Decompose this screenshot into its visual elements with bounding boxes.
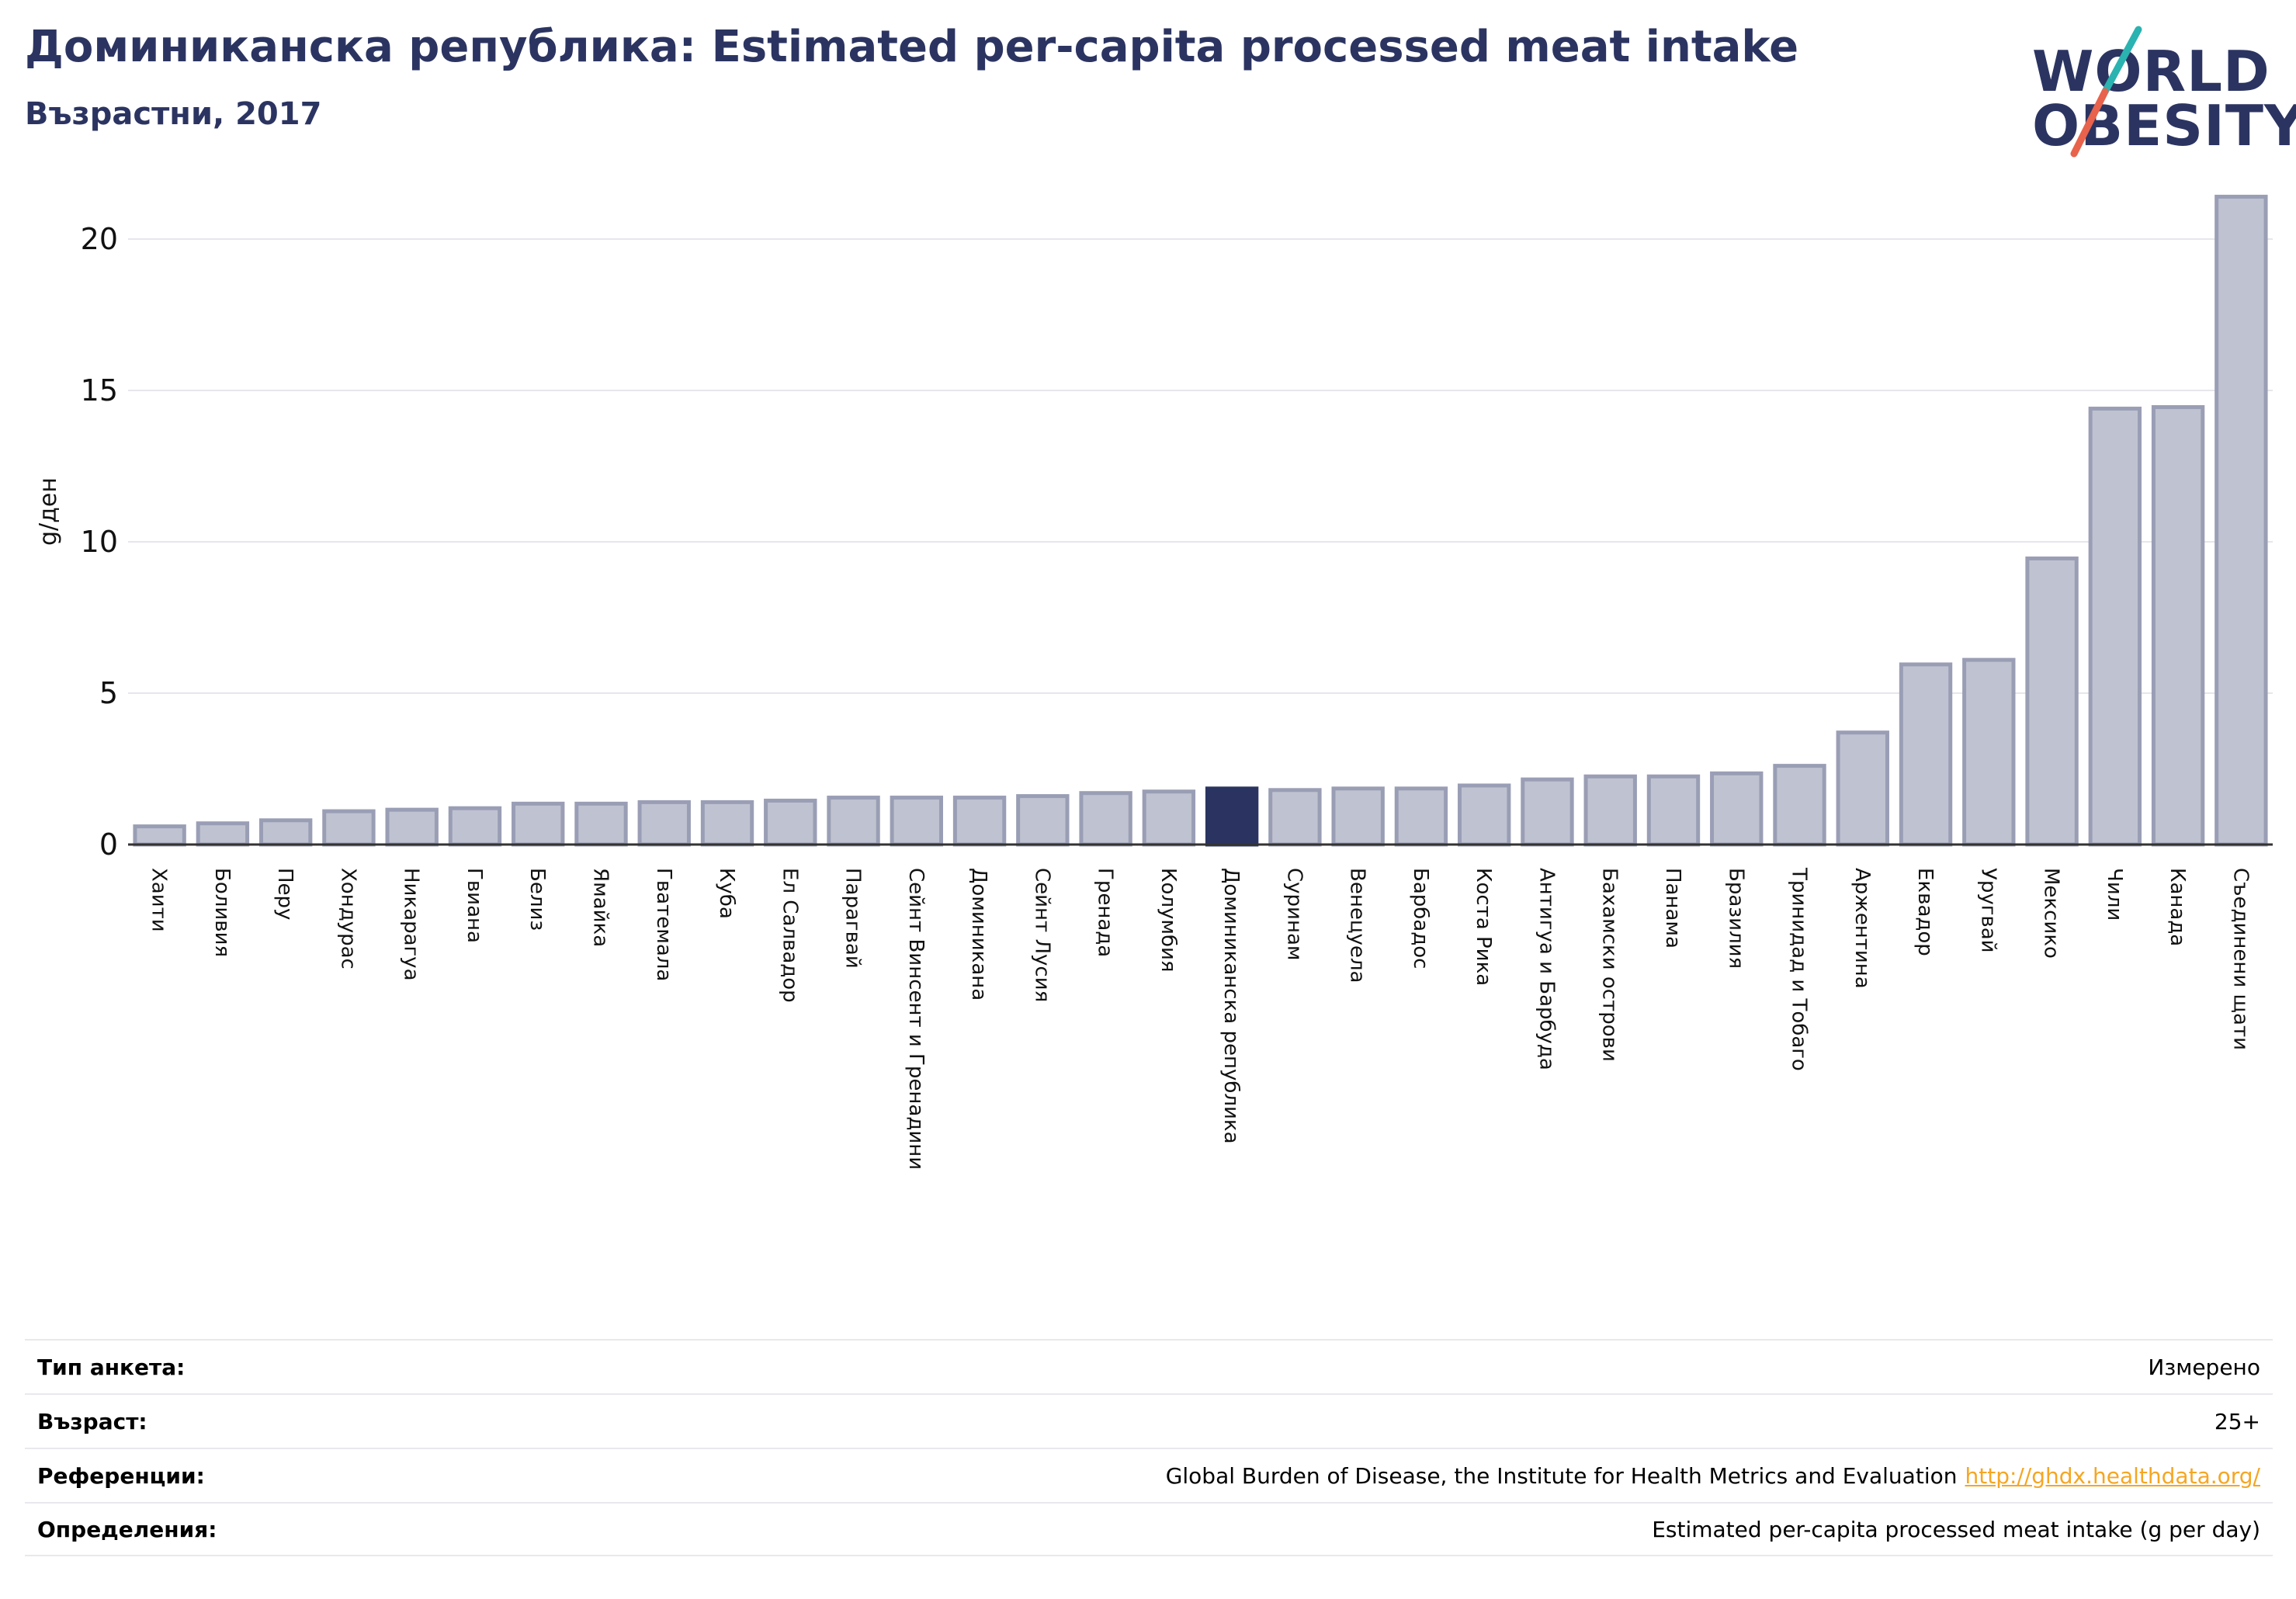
bar xyxy=(1457,783,1511,847)
bar xyxy=(196,821,250,847)
x-tick-label: Сейнт Лусия xyxy=(1030,868,1053,1002)
meta-key: Тип анкета: xyxy=(37,1354,186,1380)
bar xyxy=(1521,777,1574,847)
x-tick-label: Доминиканска република xyxy=(1219,868,1243,1144)
bar xyxy=(448,806,502,847)
bar xyxy=(952,796,1007,847)
x-tick-label: Панама xyxy=(1661,868,1684,949)
bar xyxy=(1836,730,1889,847)
x-tick-label: Чили xyxy=(2103,868,2126,921)
bar xyxy=(2214,194,2268,847)
x-tick-label: Ел Салвадор xyxy=(778,868,801,1003)
x-tick-label: Гренада xyxy=(1094,868,1117,957)
y-tick-label: 5 xyxy=(99,676,118,710)
reference-link[interactable]: http://ghdx.healthdata.org/ xyxy=(1965,1462,2260,1489)
x-tick-label: Венецуела xyxy=(1346,868,1369,983)
bar xyxy=(890,796,944,847)
bar xyxy=(322,809,376,847)
y-tick-label: 15 xyxy=(81,373,118,408)
bar xyxy=(2088,406,2142,847)
bar xyxy=(2025,556,2079,847)
x-tick-label: Уругвай xyxy=(1976,868,1999,953)
y-axis-label: g/ден xyxy=(35,477,62,546)
x-tick-label: Перу xyxy=(273,868,297,920)
meta-value: Global Burden of Disease, the Institute … xyxy=(1166,1463,2260,1489)
x-tick-label: Хаити xyxy=(147,868,171,932)
x-tick-label: Куба xyxy=(715,868,738,919)
bar xyxy=(764,798,817,847)
bar xyxy=(1142,789,1196,847)
x-tick-label: Суринам xyxy=(1282,868,1306,961)
x-tick-label: Хондурас xyxy=(336,868,359,969)
x-tick-label: Колумбия xyxy=(1157,868,1180,973)
y-tick-label: 20 xyxy=(81,222,118,256)
bar-chart: 0 5 10 15 20 g/ден Хаити Боливия Перу Хондурас Ник… xyxy=(35,194,2273,1170)
bar xyxy=(1899,662,1953,847)
meta-key: Определения: xyxy=(37,1516,217,1542)
x-tick-label: Мексико xyxy=(2040,868,2063,959)
x-tick-label: Белиз xyxy=(525,868,549,931)
x-tick-label: Никарагуа xyxy=(400,868,423,981)
meta-key: Възраст: xyxy=(37,1408,147,1434)
x-tick-label: Барбадос xyxy=(1409,868,1432,969)
bar xyxy=(827,796,880,847)
metadata-table: Тип анкета: Измерено Възраст: 25+ Рефере… xyxy=(25,1339,2273,1556)
x-tick-label: Бахамски острови xyxy=(1598,868,1621,1062)
bar xyxy=(385,807,439,847)
bar xyxy=(2151,404,2205,847)
x-tick-label: Сейнт Винсент и Гренадини xyxy=(904,868,928,1170)
x-tick-label: Ямайка xyxy=(588,868,612,947)
bar xyxy=(1079,791,1132,847)
x-tick-label: Парагвай xyxy=(841,868,865,969)
bar-highlight xyxy=(1205,786,1259,847)
meta-row-definitions: Определения: Estimated per-capita proces… xyxy=(25,1502,2273,1556)
x-tick-label: Гвиана xyxy=(463,868,486,943)
x-tick-label: Аржентина xyxy=(1850,868,1874,989)
x-tick-label: Антигуа и Барбуда xyxy=(1535,868,1558,1070)
meta-key: Референции: xyxy=(37,1462,205,1489)
bar xyxy=(637,800,691,847)
y-tick-label: 0 xyxy=(99,827,118,862)
x-tick-label: Канада xyxy=(2166,868,2189,946)
meta-row-references: Референции: Global Burden of Disease, th… xyxy=(25,1448,2273,1502)
x-tick-label: Съединени щати xyxy=(2228,868,2252,1050)
x-tick-label: Гватемала xyxy=(652,868,675,981)
world-obesity-logo[interactable]: WORLD OBESITY xyxy=(2018,23,2296,163)
meta-row-survey-type: Тип анкета: Измерено xyxy=(25,1339,2273,1393)
bar xyxy=(1646,774,1701,847)
x-tick-label: Бразилия xyxy=(1724,868,1747,969)
bar xyxy=(1268,788,1322,847)
reference-text: Global Burden of Disease, the Institute … xyxy=(1165,1462,1958,1489)
bar xyxy=(574,801,628,847)
bar xyxy=(258,818,313,847)
bar xyxy=(1710,771,1764,847)
bar xyxy=(512,801,565,847)
bar xyxy=(1773,764,1826,847)
bar xyxy=(1394,786,1448,847)
chart-subtitle: Възрастни, 2017 xyxy=(25,96,322,132)
logo-slash-icon xyxy=(2070,26,2142,158)
chart-title: Доминиканска република: Estimated per-ca… xyxy=(25,22,1799,72)
meta-value: Измерено xyxy=(2148,1354,2260,1380)
y-tick-label: 10 xyxy=(81,525,118,559)
bar xyxy=(700,800,754,847)
bar xyxy=(1583,774,1637,847)
bar xyxy=(1016,794,1070,847)
meta-value: 25+ xyxy=(2214,1408,2260,1434)
logo-line1: WORLD xyxy=(2032,39,2270,104)
meta-value: Estimated per-capita processed meat inta… xyxy=(1652,1516,2260,1542)
x-tick-label: Боливия xyxy=(210,868,234,957)
x-tick-label: Еквадор xyxy=(1913,868,1937,956)
bar xyxy=(1962,657,2016,847)
x-tick-label: Доминикана xyxy=(967,868,990,1001)
x-tick-label: Тринидад и Тобаго xyxy=(1788,867,1811,1071)
bar xyxy=(1331,786,1385,847)
x-tick-label: Коста Рика xyxy=(1472,868,1495,986)
meta-row-age: Възраст: 25+ xyxy=(25,1393,2273,1448)
bar xyxy=(133,824,186,847)
